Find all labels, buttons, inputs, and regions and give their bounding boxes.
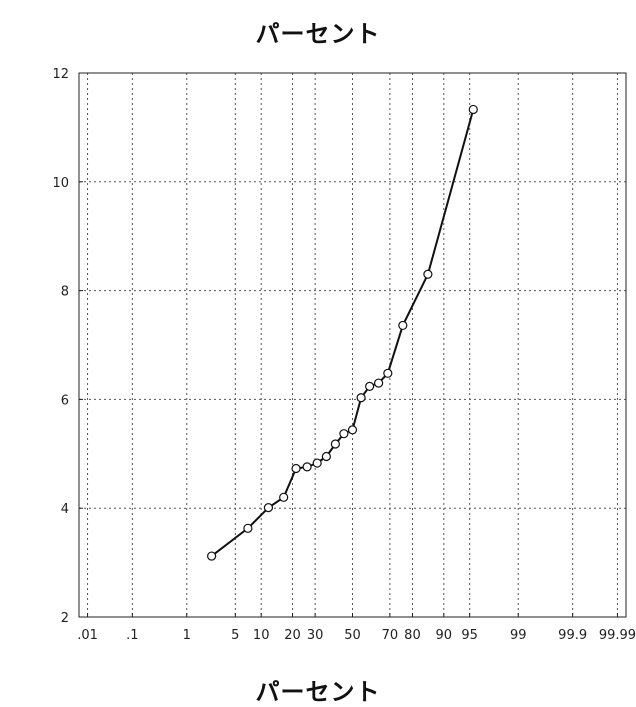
- data-point: [374, 378, 384, 388]
- y-axis-ticks: 2 4 6 8 10 12: [52, 67, 83, 626]
- y-tick-label: 10: [52, 176, 69, 191]
- data-point: [279, 492, 289, 502]
- data-point: [312, 458, 322, 468]
- series-line: [210, 109, 475, 557]
- chart-title: パーセント: [255, 20, 381, 48]
- x-tick-label: 10: [253, 628, 270, 643]
- data-markers: [207, 104, 478, 561]
- x-tick-label: 99.99: [599, 628, 636, 643]
- x-tick-label: 99.9: [558, 628, 587, 643]
- data-point: [356, 393, 366, 403]
- x-tick-label: .01: [77, 628, 98, 643]
- data-point: [398, 320, 408, 331]
- data-point: [365, 381, 375, 391]
- data-point: [263, 503, 274, 513]
- x-tick-label: 80: [404, 628, 421, 643]
- x-tick-label: 50: [344, 628, 361, 643]
- x-tick-label: 99: [510, 628, 527, 643]
- data-point: [321, 451, 331, 462]
- x-tick-label: 95: [461, 628, 478, 643]
- data-point: [243, 523, 253, 533]
- data-point: [330, 439, 340, 449]
- data-point: [207, 551, 217, 561]
- data-point: [423, 269, 433, 279]
- x-tick-label: 90: [436, 628, 453, 643]
- y-tick-label: 6: [61, 393, 69, 408]
- x-axis-label: パーセント: [255, 678, 381, 706]
- grid-lines: [79, 73, 626, 617]
- data-point: [302, 462, 312, 472]
- y-tick-label: 12: [52, 67, 69, 82]
- y-tick-label: 2: [61, 611, 69, 626]
- y-tick-label: 8: [61, 285, 69, 300]
- x-tick-label: 5: [231, 628, 239, 643]
- data-point: [347, 425, 358, 435]
- data-point: [291, 463, 301, 474]
- x-tick-label: 1: [183, 628, 191, 643]
- data-point: [339, 429, 349, 439]
- x-tick-label: 70: [382, 628, 399, 643]
- data-point: [383, 368, 393, 378]
- data-point: [468, 104, 478, 115]
- x-tick-label: 30: [307, 628, 324, 643]
- x-tick-label: 20: [284, 628, 301, 643]
- x-axis-ticks: .01 .1 1 5 10 20 30 50 70 80 90 95 99 99.9 99.99: [77, 613, 636, 643]
- x-tick-label: .1: [126, 628, 138, 643]
- y-tick-label: 4: [61, 502, 69, 517]
